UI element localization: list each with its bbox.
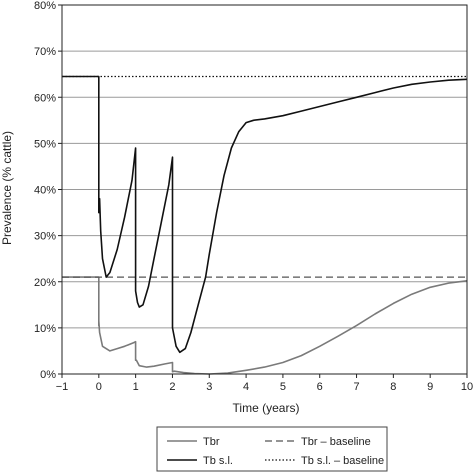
legend-label: Tbr xyxy=(203,436,220,448)
series-line-tb-s-l xyxy=(62,75,468,354)
x-tick-label: 9 xyxy=(427,381,433,393)
legend-label: Tbr – baseline xyxy=(301,436,371,448)
legend: Tbr Tbr – baseline Tb s.l. Tb s.l. – baseli… xyxy=(156,426,388,472)
legend-label: Tb s.l. – baseline xyxy=(301,455,384,467)
x-tick-label: 1 xyxy=(133,381,139,393)
y-tick-label: 30% xyxy=(34,231,56,243)
y-tick-label: 10% xyxy=(34,323,56,335)
axes xyxy=(58,4,468,378)
y-tick-label: 60% xyxy=(34,92,56,104)
x-tick-label: 4 xyxy=(243,381,249,393)
y-tick-label: 50% xyxy=(34,138,56,150)
y-tick-label: 80% xyxy=(34,0,56,12)
x-tick-label: 6 xyxy=(317,381,323,393)
x-tick-label: 2 xyxy=(169,381,175,393)
x-tick-label: 3 xyxy=(206,381,212,393)
series-lines xyxy=(62,75,468,375)
y-tick-label: 70% xyxy=(34,46,56,58)
y-tick-label: 40% xyxy=(34,185,56,197)
y-tick-label: 20% xyxy=(34,277,56,289)
plot-frame xyxy=(61,4,468,375)
x-tick-label: 7 xyxy=(353,381,359,393)
x-axis-label: Time (years) xyxy=(233,401,300,415)
legend-label: Tb s.l. xyxy=(203,455,233,467)
x-tick-label: 0 xyxy=(96,381,102,393)
y-axis-label: Prevalence (% cattle) xyxy=(0,131,14,245)
x-tick-label: −1 xyxy=(56,381,69,393)
legend-box xyxy=(156,426,388,472)
x-tick-label: 10 xyxy=(461,381,473,393)
y-tick-label: 0% xyxy=(40,369,56,381)
y-tick-labels: 0% 10% 20% 30% 40% 50% 60% 70% 80% xyxy=(34,0,56,381)
series-line-tbr xyxy=(62,276,468,375)
x-tick-labels: −1 0 1 2 3 4 5 6 7 8 9 10 xyxy=(56,381,473,393)
grid-lines xyxy=(62,4,467,375)
legend-items: Tbr Tbr – baseline Tb s.l. Tb s.l. – baseli… xyxy=(167,436,384,467)
x-tick-label: 5 xyxy=(280,381,286,393)
x-tick-label: 8 xyxy=(390,381,396,393)
